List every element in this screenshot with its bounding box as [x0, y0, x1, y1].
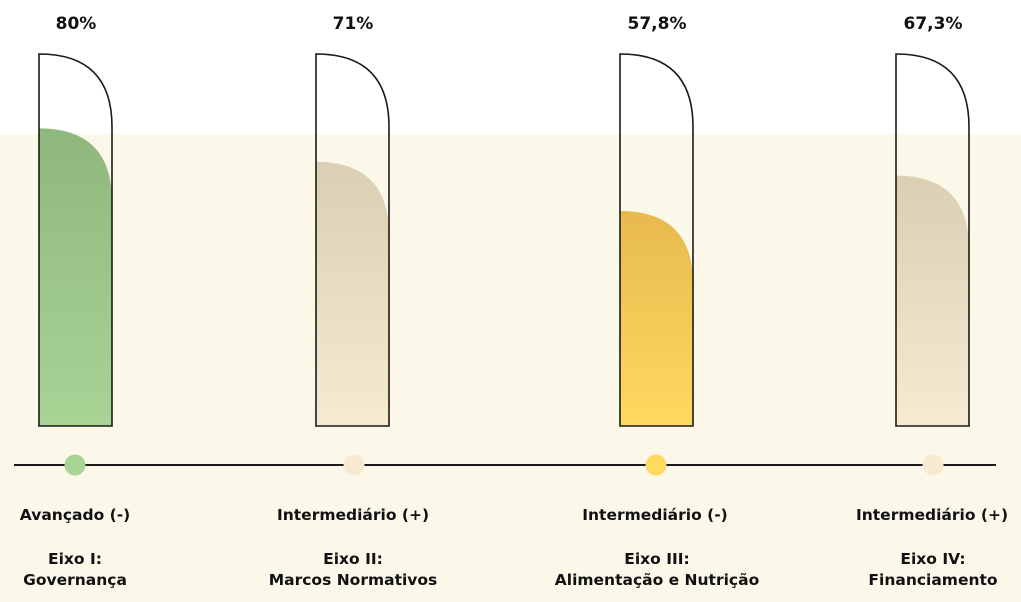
value-label: 57,8%: [627, 14, 687, 34]
axis-number-label: Eixo II:: [323, 550, 383, 568]
bar-outline: [38, 53, 113, 427]
value-label: 71%: [332, 14, 374, 34]
axis-name-label: Financiamento: [868, 571, 998, 589]
timeline-dot: [64, 454, 86, 476]
axis-number-label: Eixo III:: [624, 550, 690, 568]
level-label: Intermediário (+): [855, 506, 1009, 524]
value-label: 67,3%: [903, 14, 963, 34]
level-label: Intermediário (-): [582, 506, 728, 524]
bar-fill: [39, 128, 112, 426]
timeline-dot: [645, 454, 667, 476]
bar-outline: [619, 53, 694, 427]
level-label: Intermediário (+): [276, 506, 430, 524]
bar-fill: [620, 210, 693, 426]
axis-number-label: Eixo IV:: [900, 550, 966, 568]
axis-name-label: Governança: [23, 571, 127, 589]
background-band: [0, 134, 1021, 602]
level-label: Avançado (-): [19, 506, 131, 524]
bar-outline: [895, 53, 970, 427]
value-label: 80%: [55, 14, 97, 34]
axis-name-label: Marcos Normativos: [268, 571, 438, 589]
axis-number-label: Eixo I:: [48, 550, 102, 568]
timeline-dot: [343, 454, 365, 476]
bar-fill: [896, 175, 969, 426]
timeline-dot: [922, 454, 944, 476]
axis-name-label: Alimentação e Nutrição: [554, 571, 760, 589]
bar-outline: [315, 53, 390, 427]
bar-fill: [316, 161, 389, 426]
